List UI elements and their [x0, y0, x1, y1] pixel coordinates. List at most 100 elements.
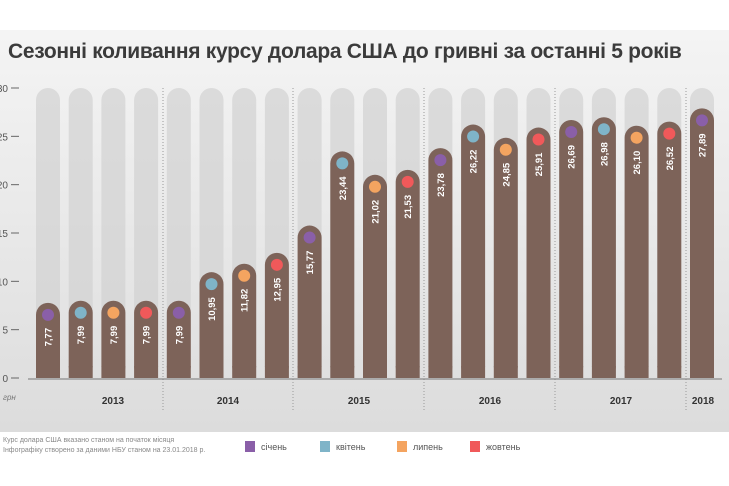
month-dot: [270, 258, 283, 271]
value-label: 23,44: [338, 176, 349, 200]
footnote-line: Курс долара США вказано станом на почато…: [3, 437, 175, 444]
bar-base: [166, 366, 191, 378]
value-label: 21,53: [403, 195, 414, 219]
footnote: Курс долара США вказано станом на почато…: [3, 436, 205, 456]
legend-item: січень: [245, 441, 287, 452]
month-dot: [467, 130, 480, 143]
bar-base: [526, 366, 551, 378]
bar-base: [232, 366, 257, 378]
bar: [395, 169, 420, 378]
month-dot: [401, 175, 414, 188]
month-dot: [205, 278, 218, 291]
value-label: 26,69: [567, 145, 578, 169]
y-tick-label: 0: [2, 374, 8, 385]
bar-base: [36, 366, 60, 378]
month-dot: [303, 231, 316, 244]
bar-base: [101, 366, 126, 378]
value-label: 23,78: [436, 173, 447, 197]
y-tick-label: 15: [0, 229, 8, 240]
month-dot: [663, 127, 676, 140]
bar: [624, 125, 649, 378]
legend-item: квітень: [320, 441, 365, 452]
bar-base: [395, 366, 420, 378]
year-label: 2017: [610, 396, 633, 407]
value-label: 24,85: [501, 162, 512, 186]
bar: [134, 300, 159, 378]
bar-base: [330, 366, 355, 378]
month-dot: [336, 157, 349, 170]
bar: [657, 121, 682, 378]
value-label: 7,99: [109, 326, 120, 345]
bar-base: [493, 366, 518, 378]
bar-base: [428, 366, 453, 378]
bar-base: [657, 366, 682, 378]
y-tick-label: 5: [2, 326, 8, 337]
bar-base: [134, 366, 159, 378]
legend-item: липень: [397, 441, 443, 452]
bar: [363, 174, 387, 378]
value-label: 26,10: [632, 151, 643, 175]
bar-base: [297, 366, 322, 378]
bar: [559, 119, 584, 378]
month-dot: [499, 143, 512, 156]
bar-base: [624, 366, 649, 378]
value-label: 7,99: [174, 326, 185, 345]
y-tick-label: 25: [0, 132, 8, 143]
bar: [690, 108, 714, 378]
y-tick-label: 30: [0, 84, 8, 95]
value-label: 27,89: [698, 133, 709, 157]
bar-base: [690, 366, 714, 378]
bar-base: [461, 366, 486, 378]
value-label: 12,95: [272, 277, 283, 301]
bar-base: [591, 366, 616, 378]
bar: [101, 300, 126, 378]
month-dot: [597, 123, 610, 136]
bar-base: [68, 366, 93, 378]
value-label: 7,99: [76, 326, 87, 345]
y-tick-label: 20: [0, 181, 8, 192]
value-label: 25,91: [534, 152, 545, 176]
bar-base: [363, 366, 387, 378]
y-tick-label: 10: [0, 277, 8, 288]
bar-base: [559, 366, 584, 378]
month-dot: [140, 306, 153, 319]
bar: [36, 302, 60, 378]
month-dot: [369, 180, 381, 193]
value-label: 26,98: [599, 142, 610, 166]
month-dot: [630, 131, 643, 144]
legend-item: жовтень: [470, 441, 520, 452]
bar: [232, 263, 257, 378]
bar: [330, 151, 355, 378]
year-label: 2013: [102, 396, 125, 407]
month-dot: [532, 133, 545, 146]
year-label: 2014: [217, 396, 240, 407]
value-label: 15,77: [305, 251, 316, 275]
month-dot: [696, 114, 708, 127]
bar-chart: 0 5 10 15 20 25 30 грн 2013 2014 2015 2016 2017 2018 7…: [0, 84, 722, 412]
bar: [199, 272, 224, 378]
value-label: 7,77: [44, 328, 55, 347]
bar: [493, 137, 518, 378]
value-label: 7,99: [142, 326, 153, 345]
footnote-line: Інфографіку створено за даними НБУ стано…: [3, 447, 206, 454]
month-dot: [172, 306, 185, 319]
value-label: 10,95: [207, 296, 218, 320]
year-label: 2016: [479, 396, 502, 407]
chart-title: Сезонні коливання курсу долара США до гр…: [8, 40, 682, 63]
bar: [297, 225, 322, 378]
y-axis-unit: грн: [3, 393, 16, 402]
bar-base: [199, 366, 224, 378]
year-label: 2015: [348, 396, 371, 407]
year-label: 2018: [692, 396, 715, 407]
value-label: 21,02: [371, 200, 382, 224]
month-dot: [238, 269, 251, 282]
month-dot: [565, 125, 578, 138]
bar: [526, 127, 551, 378]
value-label: 26,22: [469, 150, 480, 174]
month-dot: [434, 154, 447, 167]
bar: [166, 300, 191, 378]
month-dot: [74, 306, 87, 319]
bar: [428, 148, 453, 378]
bar: [591, 117, 616, 379]
value-label: 11,82: [240, 289, 251, 312]
